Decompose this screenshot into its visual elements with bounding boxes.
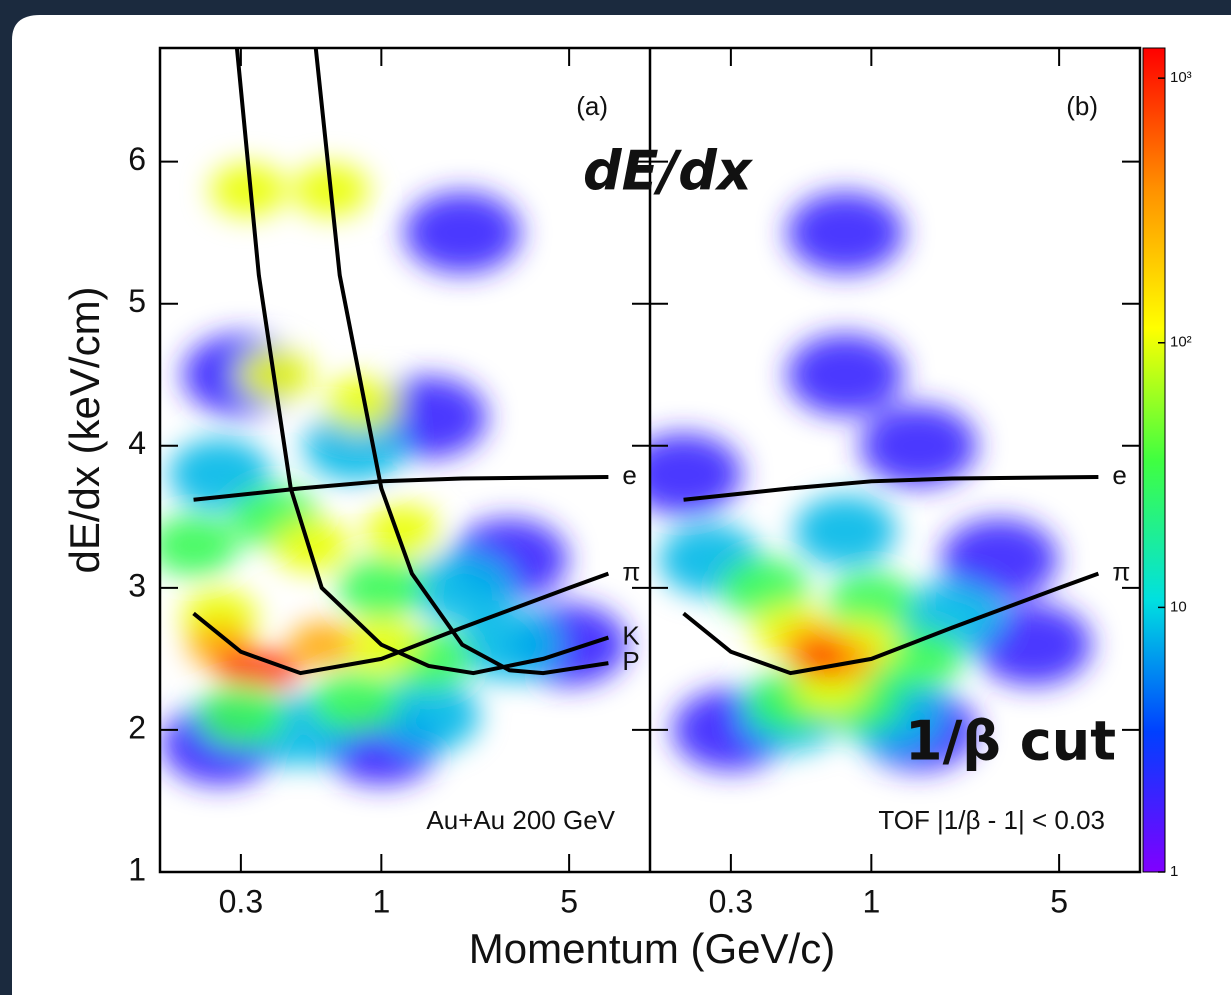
x-tick-label: 0.3: [219, 883, 263, 919]
density-cell: [974, 603, 1092, 686]
density-cell: [311, 670, 400, 733]
density-cell: [324, 376, 401, 430]
x-tick-label: 5: [1050, 883, 1068, 919]
overlay-label: 1/β cut: [905, 710, 1116, 773]
curve-label: π: [622, 557, 640, 587]
density-cell: [160, 514, 238, 577]
density-cell: [794, 495, 897, 567]
curve: [234, 48, 610, 676]
density-cell: [273, 518, 350, 572]
density-cell: [941, 518, 1058, 601]
density-layer: [650, 191, 1092, 771]
colorbar-tick-label: 10: [1170, 598, 1187, 615]
density-cell: [289, 622, 355, 668]
density-cell: [364, 504, 441, 558]
overlay-label: dE/dx: [583, 140, 754, 203]
density-cell: [458, 608, 561, 681]
curve-label: K: [622, 620, 640, 650]
curve-label: π: [1112, 557, 1130, 587]
x-tick-label: 1: [862, 883, 880, 919]
density-layer: [160, 163, 628, 786]
y-tick-label: 5: [128, 283, 146, 319]
colorbar-tick-label: 10²: [1170, 334, 1192, 351]
x-tick-label: 0.3: [709, 883, 753, 919]
curve: [313, 48, 609, 676]
density-cell: [337, 556, 426, 619]
y-tick-label: 2: [128, 709, 146, 745]
density-cell: [168, 438, 271, 511]
panel-note: Au+Au 200 GeV: [426, 805, 615, 835]
density-cell: [403, 191, 521, 274]
curve-label: e: [1112, 460, 1126, 490]
panel-label: (a): [576, 91, 608, 121]
colorbar-tick-label: 1: [1170, 863, 1178, 880]
density-cell: [210, 163, 287, 217]
curve: [192, 571, 610, 676]
curve: [682, 571, 1100, 676]
curve-label: P: [622, 646, 639, 676]
y-tick-label: 1: [128, 851, 146, 887]
plot-layer: e π KP 0.3 1 5 1 2 3 4 5 6 (a) Au+Au 200 GeV e π 0.3 1 5 (b…: [61, 46, 1192, 972]
density-cell: [860, 404, 978, 487]
density-cell: [304, 409, 407, 482]
density-cell: [786, 191, 904, 274]
density-cell: [786, 333, 904, 416]
x-tick-label: 1: [372, 883, 390, 919]
density-cell: [827, 571, 916, 634]
colorbar-tick-label: 10³: [1170, 69, 1192, 86]
panel-note: TOF |1/β - 1| < 0.03: [878, 805, 1105, 835]
x-tick-label: 5: [560, 883, 578, 919]
y-tick-label: 4: [128, 425, 146, 461]
y-tick-label: 3: [128, 567, 146, 603]
density-cell: [196, 684, 286, 747]
curve: [683, 475, 1099, 502]
y-tick-label: 6: [128, 141, 146, 177]
y-axis-title: dE/dx (keV/cm): [61, 286, 108, 573]
density-cell: [720, 556, 809, 619]
curve-label: e: [622, 460, 636, 490]
colorbar: [1142, 47, 1166, 873]
x-axis-title: Momentum (GeV/c): [469, 925, 835, 972]
density-cell: [377, 679, 480, 752]
panel-label: (b): [1066, 91, 1098, 121]
